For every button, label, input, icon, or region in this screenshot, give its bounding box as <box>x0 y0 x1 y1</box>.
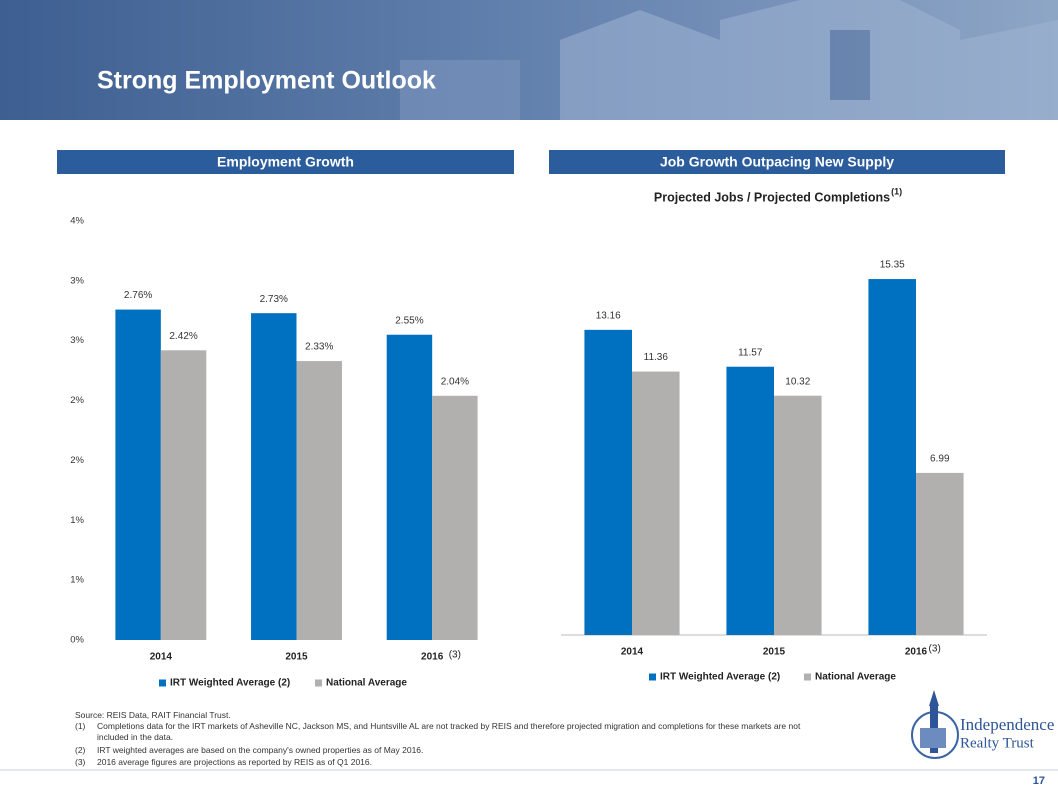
bar <box>296 361 342 640</box>
bar <box>916 472 964 635</box>
data-label: 6.99 <box>930 454 950 465</box>
data-label: 2.73% <box>260 294 288 305</box>
bar-chart: Job Growth Outpacing New Supply Projected… <box>549 150 1005 683</box>
data-label: 2.04% <box>441 376 469 387</box>
y-tick-label: 2% <box>70 455 84 466</box>
bar <box>386 334 433 640</box>
bar <box>115 309 161 640</box>
x-tick-note: (3) <box>929 644 941 655</box>
data-label: 13.16 <box>596 310 621 321</box>
bar <box>774 395 822 635</box>
y-tick-label: 3% <box>70 335 84 346</box>
legend-label: IRT Weighted Average (2) <box>660 672 780 683</box>
data-label: 2.76% <box>124 290 152 301</box>
legend-label: National Average <box>326 678 407 689</box>
y-tick-label: 4% <box>70 216 84 227</box>
data-label: 2.33% <box>305 342 333 353</box>
y-tick-label: 3% <box>70 275 84 286</box>
page-number: 17 <box>1033 775 1045 787</box>
legend-swatch <box>315 679 322 687</box>
data-label: 15.35 <box>880 260 905 271</box>
y-tick-label: 1% <box>70 575 84 586</box>
section-header <box>57 150 514 174</box>
bar <box>432 395 478 640</box>
source: Source: REIS Data, RAIT Financial Trust. <box>75 710 231 720</box>
bar <box>584 329 632 635</box>
legend-label: IRT Weighted Average (2) <box>170 678 290 689</box>
y-tick-label: 0% <box>70 635 84 646</box>
legend-swatch <box>804 673 811 681</box>
bar <box>160 350 207 640</box>
y-tick-label: 1% <box>70 515 84 526</box>
legend-swatch <box>159 679 166 687</box>
footnote-text: IRT weighted averages are based on the c… <box>97 745 424 755</box>
x-tick-note: (3) <box>449 650 461 661</box>
chart-title: Job Growth Outpacing New Supply <box>660 154 894 170</box>
x-tick-label: 2016 <box>421 652 444 663</box>
logo-text: Realty Trust <box>960 735 1035 751</box>
footnote-text: Completions data for the IRT markets of … <box>97 721 801 742</box>
legend-label: National Average <box>815 672 896 683</box>
logo-text: Independence <box>960 715 1054 734</box>
header-houses <box>400 0 1058 120</box>
bar <box>632 371 680 635</box>
section-header <box>549 150 1005 174</box>
chart-title: Employment Growth <box>217 154 354 170</box>
y-tick-label: 2% <box>70 395 84 406</box>
data-label: 10.32 <box>785 376 810 387</box>
footnote-number: (3) <box>75 757 86 767</box>
bar <box>726 366 774 635</box>
data-label: 11.36 <box>644 352 669 363</box>
footnote-text: 2016 average figures are projections as … <box>97 757 372 767</box>
chart-subtitle-note: (1) <box>891 186 902 196</box>
legend-swatch <box>649 673 656 681</box>
logo: Independence Realty Trust <box>911 690 1054 759</box>
data-label: 2.42% <box>169 331 197 342</box>
bar <box>868 279 916 635</box>
bar <box>251 313 297 640</box>
x-tick-label: 2016 <box>905 647 928 658</box>
bar-chart: Employment Growth 0% 1% 1% 2% 2% 3% 3% 4% 2014 2.7… <box>57 150 514 689</box>
x-tick-label: 2015 <box>285 652 308 663</box>
x-tick-label: 2014 <box>621 647 644 658</box>
x-tick-label: 2014 <box>150 652 173 663</box>
slide-title: Strong Employment Outlook <box>97 67 436 95</box>
data-label: 11.57 <box>738 347 763 358</box>
footnote-number: (2) <box>75 745 86 755</box>
footnote-number: (1) <box>75 721 86 731</box>
data-label: 2.55% <box>395 315 423 326</box>
chart-subtitle: Projected Jobs / Projected Completions <box>654 190 890 204</box>
x-tick-label: 2015 <box>763 647 786 658</box>
